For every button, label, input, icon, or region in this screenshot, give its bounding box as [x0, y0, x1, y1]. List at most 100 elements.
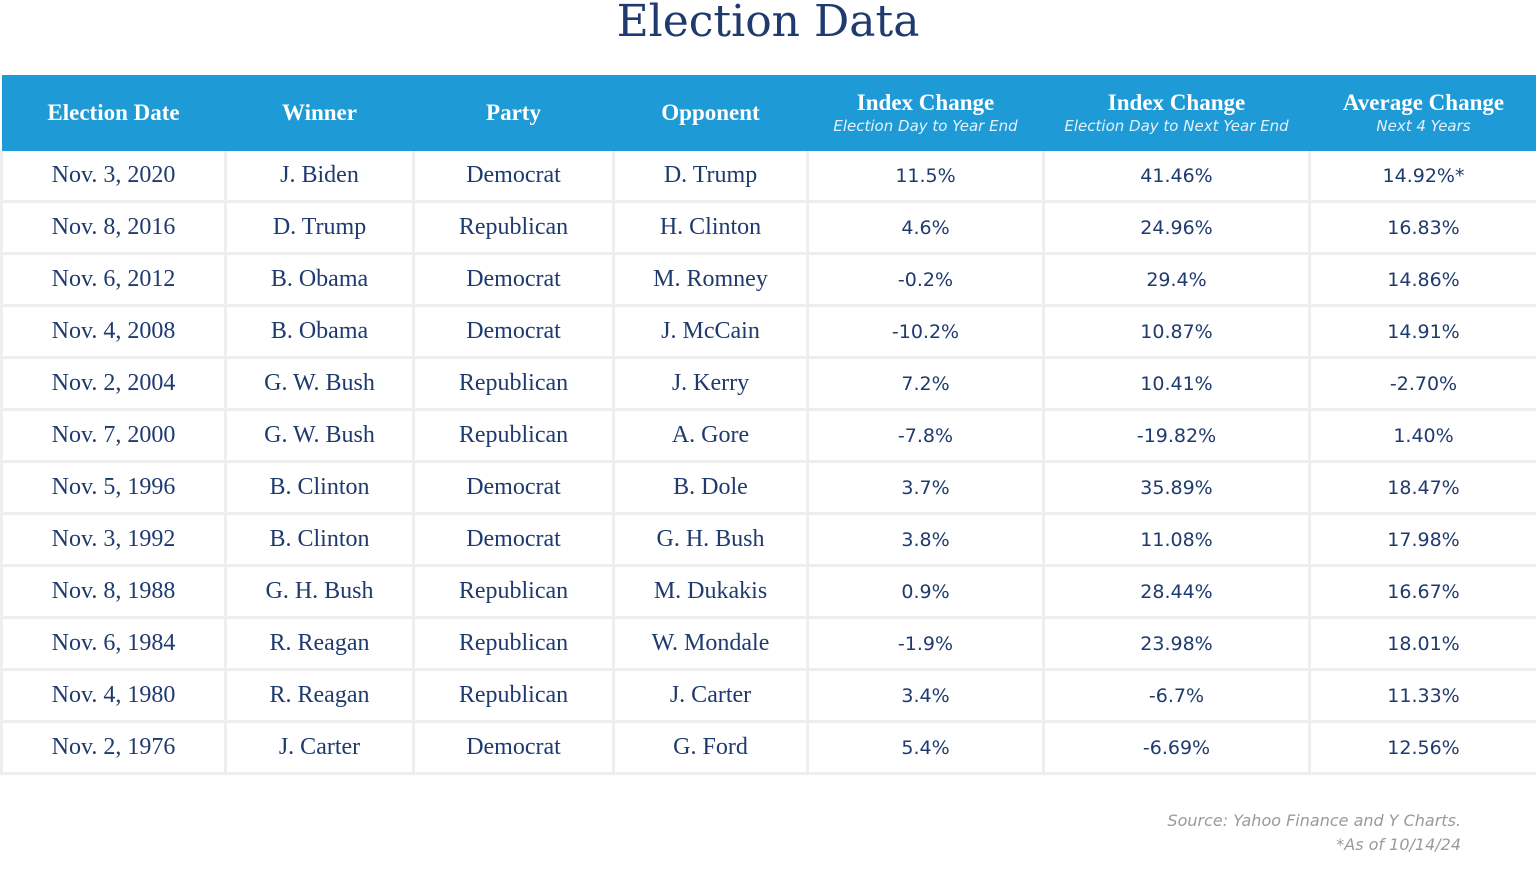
- table-body: Nov. 3, 2020 J. Biden Democrat D. Trump 11.5…: [0, 151, 1536, 775]
- table-cell: 41.46%: [1042, 151, 1311, 203]
- table-cell: B. Clinton: [224, 512, 415, 567]
- table-cell: 17.98%: [1308, 512, 1536, 567]
- table-cell: D. Trump: [224, 200, 415, 255]
- table-cell: Democrat: [412, 720, 615, 775]
- table-cell: J. Kerry: [612, 356, 809, 411]
- table-cell: 18.01%: [1308, 616, 1536, 671]
- table-row: Nov. 6, 1984 R. Reagan Republican W. Mondal…: [0, 616, 1536, 671]
- header-cell: Index Change Election Day to Next Year En…: [1043, 75, 1310, 151]
- table-row: Nov. 4, 2008 B. Obama Democrat J. McCain -10…: [0, 304, 1536, 359]
- table-row: Nov. 8, 1988 G. H. Bush Republican M. Dukak…: [0, 564, 1536, 619]
- table-cell: -1.9%: [806, 616, 1045, 671]
- header-title: Index Change: [856, 90, 995, 115]
- footnote: *As of 10/14/24: [1336, 835, 1461, 854]
- election-table: Election Date Winner Party Opponent Index Ch…: [0, 75, 1536, 775]
- table-row: Nov. 3, 1992 B. Clinton Democrat G. H. Bush…: [0, 512, 1536, 567]
- table-cell: 0.9%: [806, 564, 1045, 619]
- table-cell: M. Dukakis: [612, 564, 809, 619]
- table-cell: -0.2%: [806, 252, 1045, 307]
- table-cell: 7.2%: [806, 356, 1045, 411]
- header-subtitle: Next 4 Years: [1376, 117, 1471, 135]
- table-row: Nov. 2, 2004 G. W. Bush Republican J. Kerry…: [0, 356, 1536, 411]
- table-cell: G. W. Bush: [224, 356, 415, 411]
- table-cell: M. Romney: [612, 252, 809, 307]
- header-title: Winner: [282, 100, 357, 125]
- table-cell: Republican: [412, 616, 615, 671]
- table-cell: 18.47%: [1308, 460, 1536, 515]
- table-cell: J. McCain: [612, 304, 809, 359]
- table-cell: -19.82%: [1042, 408, 1311, 463]
- table-cell: 12.56%: [1308, 720, 1536, 775]
- footnote: Source: Yahoo Finance and Y Charts.: [1167, 811, 1461, 830]
- table-row: Nov. 7, 2000 G. W. Bush Republican A. Gore -…: [0, 408, 1536, 463]
- table-cell: 16.67%: [1308, 564, 1536, 619]
- table-cell: Nov. 6, 2012: [0, 252, 227, 307]
- table-cell: Democrat: [412, 252, 615, 307]
- table-cell: 24.96%: [1042, 200, 1311, 255]
- header-title: Election Date: [47, 100, 180, 125]
- table-row: Nov. 2, 1976 J. Carter Democrat G. Ford 5.4%…: [0, 720, 1536, 775]
- table-cell: 14.91%: [1308, 304, 1536, 359]
- table-cell: Republican: [412, 564, 615, 619]
- table-row: Nov. 4, 1980 R. Reagan Republican J. Carter…: [0, 668, 1536, 723]
- table-cell: 14.86%: [1308, 252, 1536, 307]
- header-cell: Average Change Next 4 Years: [1309, 75, 1536, 151]
- table-cell: 3.7%: [806, 460, 1045, 515]
- table-cell: Nov. 3, 1992: [0, 512, 227, 567]
- table-cell: Nov. 4, 1980: [0, 668, 227, 723]
- header-title: Average Change: [1342, 90, 1505, 115]
- table-row: Nov. 3, 2020 J. Biden Democrat D. Trump 11.5…: [0, 151, 1536, 203]
- table-cell: Nov. 6, 1984: [0, 616, 227, 671]
- table-cell: Nov. 7, 2000: [0, 408, 227, 463]
- table-row: Nov. 8, 2016 D. Trump Republican H. Clinton…: [0, 200, 1536, 255]
- table-cell: J. Biden: [224, 151, 415, 203]
- table-cell: Republican: [412, 668, 615, 723]
- table-cell: W. Mondale: [612, 616, 809, 671]
- table-cell: B. Obama: [224, 252, 415, 307]
- table-cell: Democrat: [412, 304, 615, 359]
- table-cell: Nov. 5, 1996: [0, 460, 227, 515]
- table-cell: Nov. 2, 1976: [0, 720, 227, 775]
- table-cell: 28.44%: [1042, 564, 1311, 619]
- table-cell: Democrat: [412, 460, 615, 515]
- table-cell: 10.41%: [1042, 356, 1311, 411]
- table-cell: B. Clinton: [224, 460, 415, 515]
- table-cell: G. H. Bush: [612, 512, 809, 567]
- table-cell: G. H. Bush: [224, 564, 415, 619]
- table-cell: G. Ford: [612, 720, 809, 775]
- table-cell: 5.4%: [806, 720, 1045, 775]
- table-cell: Republican: [412, 408, 615, 463]
- table-cell: 14.92%*: [1308, 151, 1536, 203]
- table-cell: -7.8%: [806, 408, 1045, 463]
- table-cell: Nov. 3, 2020: [0, 151, 227, 203]
- table-cell: B. Obama: [224, 304, 415, 359]
- table-cell: R. Reagan: [224, 668, 415, 723]
- table-cell: 3.8%: [806, 512, 1045, 567]
- table-cell: 1.40%: [1308, 408, 1536, 463]
- table-cell: 35.89%: [1042, 460, 1311, 515]
- header-title: Party: [486, 100, 541, 125]
- header-subtitle: Election Day to Next Year End: [1064, 117, 1289, 135]
- table-cell: Republican: [412, 356, 615, 411]
- header-cell: Opponent: [613, 75, 808, 151]
- table-cell: Democrat: [412, 512, 615, 567]
- table-cell: -6.7%: [1042, 668, 1311, 723]
- header-cell: Party: [413, 75, 614, 151]
- header-cell: Election Date: [1, 75, 226, 151]
- header-title: Opponent: [661, 100, 760, 125]
- table-cell: R. Reagan: [224, 616, 415, 671]
- table-cell: Nov. 4, 2008: [0, 304, 227, 359]
- table-cell: 4.6%: [806, 200, 1045, 255]
- table-cell: Nov. 8, 1988: [0, 564, 227, 619]
- table-cell: J. Carter: [612, 668, 809, 723]
- table-cell: Nov. 2, 2004: [0, 356, 227, 411]
- table-cell: A. Gore: [612, 408, 809, 463]
- table-cell: J. Carter: [224, 720, 415, 775]
- header-cell: Index Change Election Day to Year End: [807, 75, 1044, 151]
- title: Election Data: [616, 0, 920, 47]
- table-cell: -10.2%: [806, 304, 1045, 359]
- table-cell: Democrat: [412, 151, 615, 203]
- table-cell: 29.4%: [1042, 252, 1311, 307]
- table-cell: -6.69%: [1042, 720, 1311, 775]
